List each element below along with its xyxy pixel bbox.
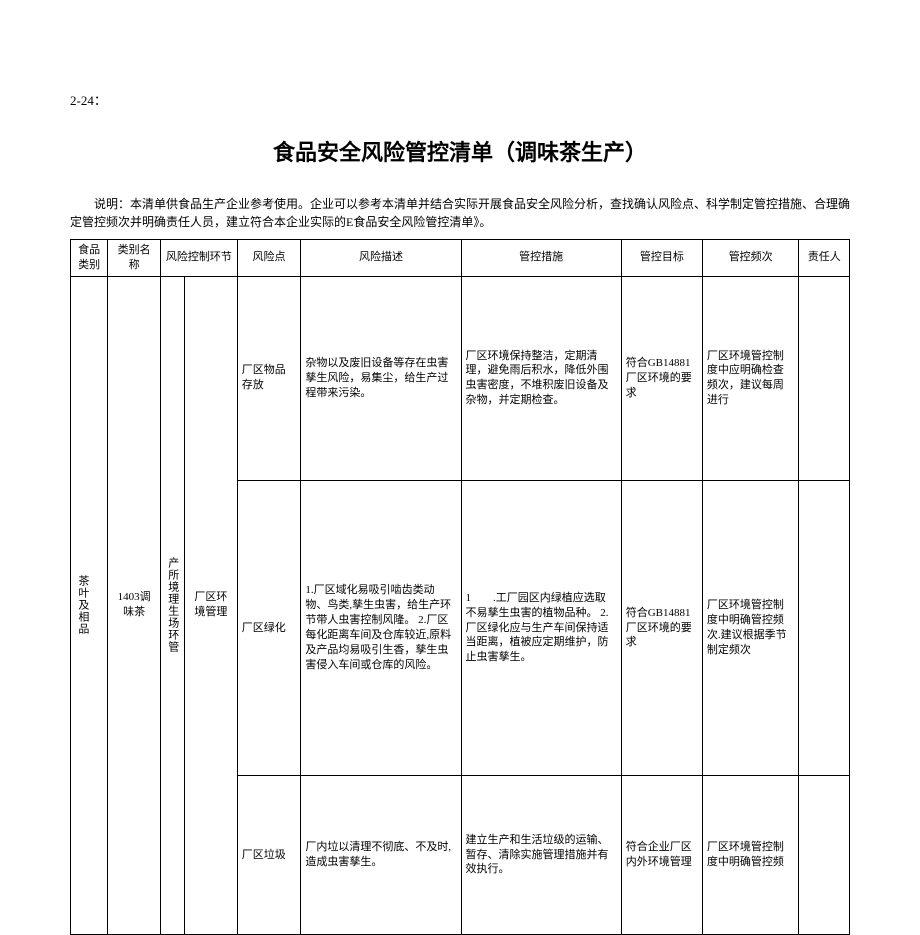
- page-number: 2-24：: [70, 90, 850, 109]
- cell-freq: 厂区环境管控制度中明确管控频: [702, 776, 799, 934]
- th-category-name: 类别名称: [108, 240, 161, 277]
- cell-risk-point: 厂区绿化: [237, 480, 301, 775]
- cell-measure: 厂区环境保持整洁，定期清理，避免雨后积水，降低外围虫害密度，不堆积废旧设备及杂物…: [461, 276, 621, 480]
- cell-risk-desc: 1.厂区域化易吸引啮齿类动物、鸟类,孳生虫害，给生产环节带人虫害控制风隆。 2.…: [301, 480, 461, 775]
- cell-person: [799, 480, 850, 775]
- risk-table: 食品类别 类别名称 风险控制环节 风险点 风险描述 管控措施 管控目标 管控频次…: [70, 239, 850, 935]
- cell-link-sub: 厂区环境管理: [185, 276, 238, 934]
- th-risk-desc: 风险描述: [301, 240, 461, 277]
- intro-text: 说明：本清单供食品生产企业参考使用。企业可以参考本清单并结合实际开展食品安全风险…: [70, 195, 850, 231]
- cell-target: 符合GB14881厂区环境的要求: [621, 276, 702, 480]
- th-measure: 管控措施: [461, 240, 621, 277]
- cell-freq: 厂区环境管控制度中应明确检查频次，建议每周进行: [702, 276, 799, 480]
- cell-measure: 建立生产和生活垃级的运输、暂存、清除实施管理措施并有效执行。: [461, 776, 621, 934]
- cell-freq: 厂区环境管控制度中明确管控频次.建议根据季节制定频次: [702, 480, 799, 775]
- cell-risk-desc: 杂物以及废旧设备等存在虫害孳生风险，易集尘，给生产过程带来污染。: [301, 276, 461, 480]
- table-header-row: 食品类别 类别名称 风险控制环节 风险点 风险描述 管控措施 管控目标 管控频次…: [71, 240, 850, 277]
- cell-target: 符合GB14881厂区环境的要求: [621, 480, 702, 775]
- cell-risk-desc: 厂内垃以清理不彻底、不及时,造成虫害孳生。: [301, 776, 461, 934]
- th-freq: 管控频次: [702, 240, 799, 277]
- th-target: 管控目标: [621, 240, 702, 277]
- th-person: 责任人: [799, 240, 850, 277]
- cell-person: [799, 776, 850, 934]
- cell-link-group: 产所境理生场环管: [160, 276, 184, 934]
- page-title: 食品安全风险管控清单（调味茶生产）: [70, 135, 850, 167]
- cell-target: 符合企业厂区内外环境管理: [621, 776, 702, 934]
- cell-person: [799, 276, 850, 480]
- cell-risk-point: 厂区垃圾: [237, 776, 301, 934]
- th-food-category: 食品类别: [71, 240, 108, 277]
- table-row: 茶叶及相品 1403调味茶 产所境理生场环管 厂区环境管理 厂区物品存放 杂物以…: [71, 276, 850, 480]
- th-control-link: 风险控制环节: [160, 240, 237, 277]
- cell-risk-point: 厂区物品存放: [237, 276, 301, 480]
- th-risk-point: 风险点: [237, 240, 301, 277]
- cell-measure: 1 .工厂园区内绿植应选取不易孳生虫害的植物品种。 2. 厂区绿化应与生产车间保…: [461, 480, 621, 775]
- cell-category-name: 1403调味茶: [108, 276, 161, 934]
- cell-food-category: 茶叶及相品: [71, 276, 108, 934]
